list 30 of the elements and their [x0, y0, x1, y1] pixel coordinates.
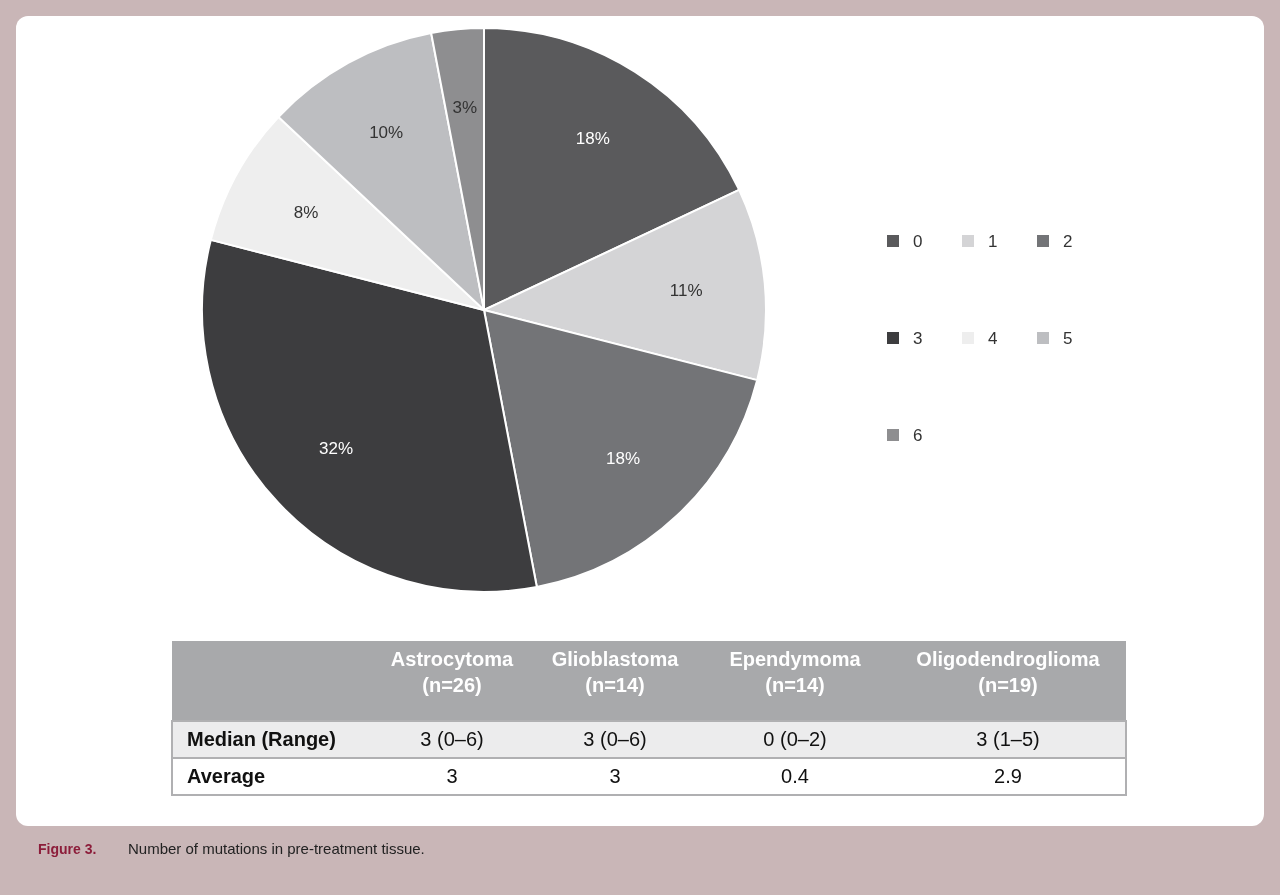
text: 3 (0–6) — [420, 728, 484, 750]
legend-label: 3 — [913, 328, 923, 348]
data-label: 18% — [575, 129, 610, 149]
text: 3 (0–6) — [583, 728, 647, 750]
data-label: 32% — [318, 439, 354, 459]
legend-label: 2 — [1063, 231, 1073, 251]
legend-label: 4 — [988, 328, 998, 348]
data-label: 3% — [452, 98, 478, 118]
text: 3 (1–5) — [976, 728, 1040, 750]
legend-label: 5 — [1063, 328, 1073, 348]
text: Glioblastoma (n=14) — [551, 648, 680, 696]
text: Number of mutations in pre-treatment tissue. — [128, 840, 425, 857]
text: Astrocytoma (n=26) — [390, 648, 514, 696]
text: 0.4 — [781, 765, 809, 787]
text: Ependymoma (n=14) — [729, 648, 862, 696]
text: 3 — [446, 765, 458, 787]
legend-label: 0 — [913, 231, 923, 251]
data-label: 8% — [293, 202, 319, 222]
legend-label: 6 — [913, 425, 923, 445]
text: 3 — [609, 765, 621, 787]
text: Average — [187, 765, 266, 787]
caption: Figure 3. — [38, 841, 97, 857]
text: Median (Range) — [187, 728, 336, 750]
text: 2.9 — [994, 765, 1022, 787]
data-label: 11% — [669, 281, 703, 301]
data-label: 10% — [369, 122, 404, 142]
legend-label: 1 — [988, 231, 998, 251]
text: Oligodendroglioma (n=19) — [916, 648, 1101, 696]
text: 0 (0–2) — [763, 728, 827, 750]
data-label: 18% — [605, 448, 641, 468]
